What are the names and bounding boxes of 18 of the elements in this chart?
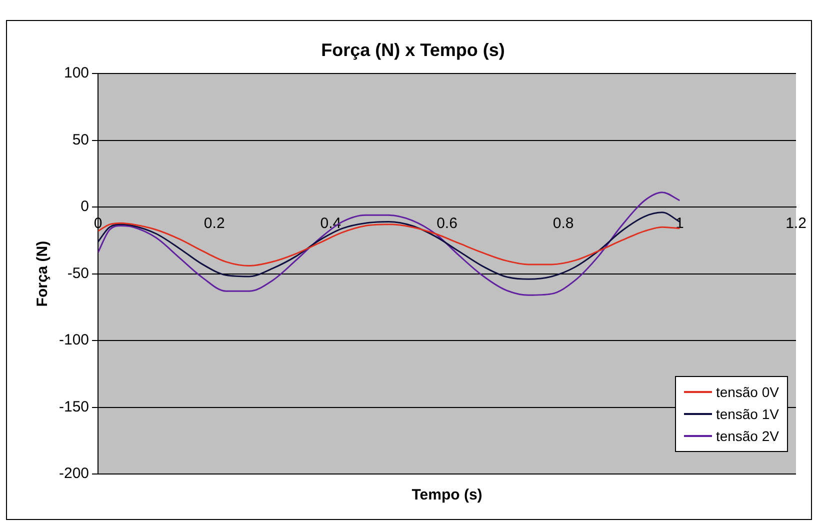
legend-label: tensão 0V — [716, 383, 779, 402]
y-tick-label: 100 — [64, 64, 90, 82]
x-axis-title: Tempo (s) — [412, 486, 482, 504]
x-tick-label: 1.2 — [786, 215, 806, 232]
x-tick-label: 0.2 — [204, 215, 225, 232]
y-tick-label: 50 — [72, 131, 90, 148]
x-tick-label: 0.6 — [436, 215, 458, 232]
y-tick-label: -100 — [58, 332, 90, 349]
y-tick-label: -50 — [67, 264, 90, 282]
legend-label: tensão 1V — [716, 405, 779, 424]
x-tick-label: 0.4 — [320, 215, 342, 232]
y-tick-label: -200 — [58, 465, 90, 482]
chart-title: Força (N) x Tempo (s) — [321, 40, 505, 60]
y-tick-label: 0 — [80, 198, 90, 216]
y-axis-title: Força (N) — [34, 240, 52, 307]
legend-label: tensão 2V — [716, 427, 779, 446]
y-tick-label: -150 — [58, 398, 90, 416]
x-tick-label: 0.8 — [552, 215, 574, 232]
